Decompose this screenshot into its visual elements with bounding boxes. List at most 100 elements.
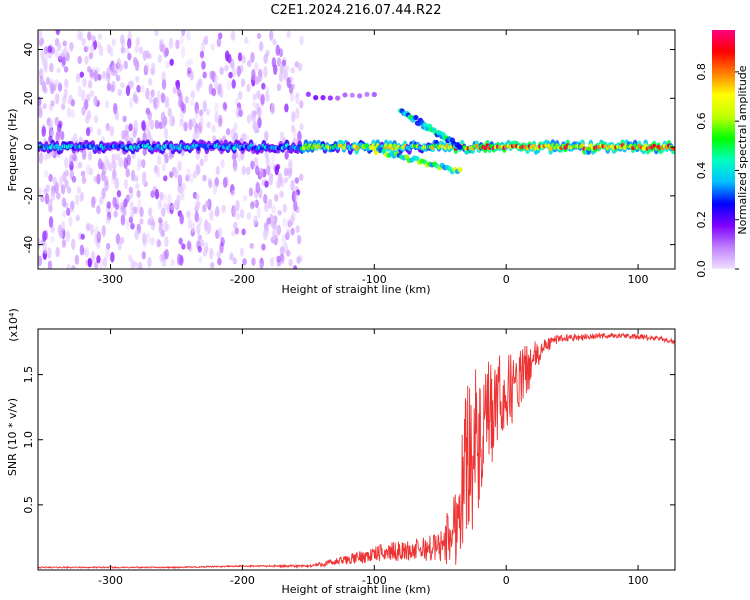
noise-cell	[230, 30, 236, 41]
noise-cell	[254, 61, 259, 71]
noise-cell	[77, 161, 83, 169]
noise-cell	[265, 91, 270, 103]
noise-cell	[256, 32, 262, 40]
noise-cell	[79, 244, 85, 256]
noise-cell	[84, 55, 89, 65]
noise-cell	[288, 258, 293, 267]
noise-cell	[163, 175, 168, 182]
noise-cell	[231, 79, 236, 89]
noise-cell	[116, 190, 122, 198]
noise-cell	[129, 201, 134, 211]
noise-cell	[54, 48, 59, 59]
noise-cell	[121, 129, 126, 140]
snr-frame	[37, 328, 676, 571]
noise-cell	[263, 193, 268, 204]
noise-cell	[287, 220, 292, 228]
noise-cell	[120, 34, 125, 45]
noise-cell	[291, 211, 296, 223]
noise-cell	[254, 199, 259, 209]
noise-cell	[168, 116, 174, 127]
noise-cell	[198, 256, 203, 264]
noise-cell	[214, 111, 219, 123]
noise-cell	[205, 225, 210, 236]
noise-cell	[125, 168, 130, 178]
noise-cell	[42, 243, 48, 255]
noise-cell	[66, 186, 72, 194]
noise-cell	[129, 80, 135, 88]
noise-cell	[117, 88, 122, 97]
colorbar-ticks: 0.0 0.2 0.4 0.6 0.8	[695, 63, 739, 278]
noise-cell	[135, 36, 140, 46]
colorbar-tick-label: 0.8	[695, 63, 708, 81]
main-line-cell	[641, 146, 646, 151]
noise-cell	[220, 159, 225, 169]
noise-cell	[113, 102, 118, 115]
noise-cell	[292, 265, 298, 269]
noise-cell	[79, 191, 85, 201]
noise-cell	[163, 202, 168, 211]
noise-cell	[133, 119, 138, 130]
x-tick-label: -300	[98, 574, 123, 587]
noise-cell	[142, 147, 147, 156]
noise-cell	[130, 222, 135, 230]
noise-cell	[216, 37, 222, 48]
noise-cell	[118, 157, 124, 168]
noise-cell	[72, 152, 77, 162]
noise-cell	[105, 247, 110, 259]
noise-cell	[259, 257, 264, 269]
noise-cell	[249, 201, 255, 210]
noise-cell	[177, 160, 182, 172]
noise-cell	[108, 162, 113, 172]
noise-cell	[274, 165, 279, 176]
noise-cell	[128, 254, 133, 262]
noise-cell	[74, 254, 80, 265]
noise-cell	[135, 76, 140, 83]
noise-cell	[87, 257, 92, 268]
noise-cell	[115, 74, 121, 82]
noise-cell	[96, 231, 102, 244]
noise-cell	[203, 242, 209, 252]
noise-cell	[127, 38, 132, 49]
noise-cell	[157, 199, 163, 210]
noise-cell	[209, 209, 214, 221]
noise-cell	[212, 183, 218, 196]
noise-cell	[281, 59, 287, 67]
noise-cell	[185, 60, 190, 68]
y-tick-label: -40	[22, 236, 35, 254]
noise-cell	[189, 72, 194, 81]
noise-cell	[232, 257, 237, 265]
noise-cell	[60, 184, 66, 195]
noise-cell	[290, 179, 295, 192]
noise-cell	[105, 123, 110, 132]
noise-cell	[253, 157, 259, 168]
colorbar-scale	[712, 30, 735, 269]
noise-cell	[141, 176, 147, 186]
noise-cell	[87, 79, 93, 89]
y-tick-label: 0.5	[22, 496, 35, 514]
noise-cell	[133, 57, 138, 67]
noise-cell	[140, 84, 145, 93]
noise-cell	[145, 121, 150, 132]
noise-cell	[86, 110, 92, 120]
noise-cell	[291, 111, 296, 123]
noise-cell	[101, 225, 106, 237]
noise-cell	[254, 75, 260, 85]
noise-cell	[217, 227, 223, 239]
noise-cell	[116, 57, 122, 69]
noise-cell	[54, 116, 59, 127]
noise-cell	[274, 193, 279, 202]
noise-cell	[202, 204, 207, 213]
noise-cell	[141, 120, 146, 131]
noise-cell	[90, 251, 96, 263]
noise-cell	[55, 131, 60, 144]
noise-cell	[88, 52, 94, 60]
noise-cell	[47, 45, 53, 54]
noise-cell	[155, 166, 161, 178]
noise-cell	[293, 200, 298, 212]
noise-cell	[230, 190, 236, 197]
noise-cell	[135, 182, 140, 190]
noise-cell	[112, 168, 117, 180]
noise-cell	[104, 99, 110, 109]
noise-cell	[213, 74, 219, 83]
noise-cell	[99, 259, 104, 269]
